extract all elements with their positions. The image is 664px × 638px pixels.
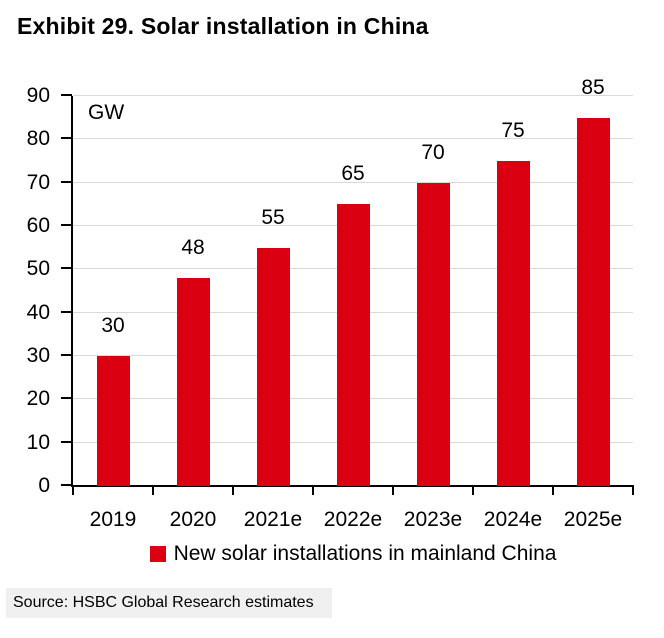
y-axis-tick (61, 397, 72, 399)
bar-2025e (577, 118, 610, 486)
y-axis-tick-label: 50 (26, 257, 50, 280)
y-axis-tick (61, 484, 72, 486)
x-axis-tick (472, 487, 474, 495)
bar-value-label: 30 (101, 314, 125, 337)
y-axis-line (71, 96, 73, 487)
bar-2024e (497, 161, 530, 486)
bar-value-label: 65 (341, 162, 365, 185)
bar-value-label: 85 (581, 76, 605, 99)
x-axis-category-label: 2020 (169, 508, 217, 531)
x-axis-tick (232, 487, 234, 495)
x-axis-tick (312, 487, 314, 495)
y-axis-tick (61, 224, 72, 226)
y-axis-tick-label: 40 (26, 301, 50, 324)
bar-2020 (177, 278, 210, 486)
y-axis-tick (61, 354, 72, 356)
y-axis-tick (61, 267, 72, 269)
y-axis-tick-label: 20 (26, 387, 50, 410)
x-axis-category-label: 2024e (483, 508, 543, 531)
y-axis-tick-label: 60 (26, 214, 50, 237)
y-axis-tick (61, 311, 72, 313)
x-axis-tick (632, 487, 634, 495)
y-axis-tick (61, 181, 72, 183)
exhibit-title: Exhibit 29. Solar installation in China (17, 13, 429, 39)
source-note-strip: Source: HSBC Global Research estimates (6, 588, 332, 618)
x-axis-tick (392, 487, 394, 495)
x-axis-category-label: 2023e (403, 508, 463, 531)
bar-2019 (97, 356, 130, 486)
legend-marker-swatch (149, 546, 166, 562)
y-axis-tick-label: 70 (26, 171, 50, 194)
chart-legend: New solar installations in mainland Chin… (73, 542, 633, 565)
x-axis-tick (72, 487, 74, 495)
x-axis-category-label: 2022e (323, 508, 383, 531)
x-axis-category-label: 2025e (563, 508, 623, 531)
y-axis-tick-label: 90 (26, 84, 50, 107)
gridline (73, 182, 633, 183)
x-axis-category-label: 2019 (89, 508, 137, 531)
y-axis-tick-label: 10 (26, 431, 50, 454)
y-axis-tick (61, 137, 72, 139)
bar-value-label: 75 (501, 119, 525, 142)
bar-value-label: 55 (261, 206, 285, 229)
bar-2021e (257, 248, 290, 486)
x-axis-tick (152, 487, 154, 495)
y-axis-tick (61, 441, 72, 443)
y-axis-tick-label: 0 (38, 474, 50, 497)
bar-2023e (417, 183, 450, 486)
legend-label: New solar installations in mainland Chin… (173, 542, 557, 565)
source-note: Source: HSBC Global Research estimates (13, 594, 314, 611)
x-axis-category-label: 2021e (243, 508, 303, 531)
gridline (73, 138, 633, 139)
y-axis-tick-label: 80 (26, 127, 50, 150)
y-axis-tick-label: 30 (26, 344, 50, 367)
y-axis-unit-label: GW (88, 101, 125, 124)
y-axis-tick (61, 94, 72, 96)
gridline (73, 95, 633, 96)
bar-2022e (337, 204, 370, 486)
bar-value-label: 70 (421, 141, 445, 164)
x-axis-line (71, 485, 634, 487)
bar-value-label: 48 (181, 236, 205, 259)
x-axis-tick (552, 487, 554, 495)
